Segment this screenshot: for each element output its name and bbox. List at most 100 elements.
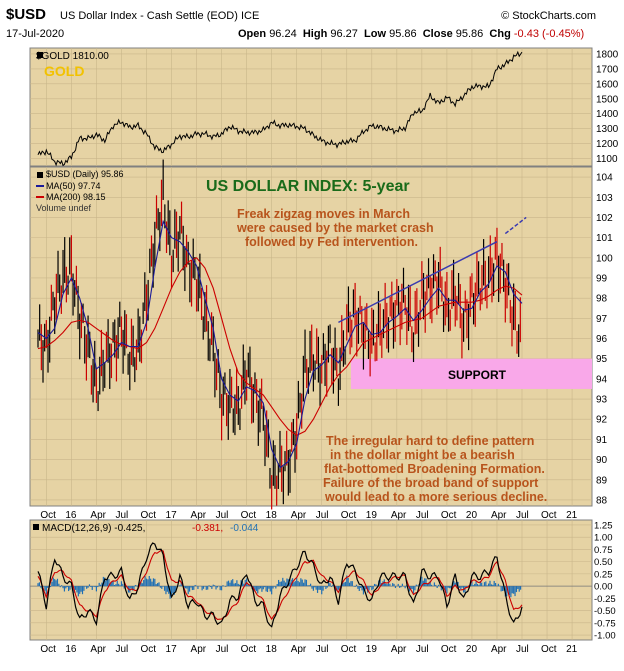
usd-x-tick: Oct: [40, 510, 56, 521]
gold-y-tick: 1400: [596, 109, 619, 120]
gold-panel-label: GOLD: [44, 63, 84, 79]
usd-y-tick: 101: [596, 233, 613, 244]
annotation-pattern: would lead to a more serious decline.: [324, 490, 547, 504]
date-label: 17-Jul-2020: [6, 28, 65, 40]
macd-x-tick: 19: [366, 644, 378, 655]
usd-y-tick: 102: [596, 213, 613, 224]
ma200-legend: MA(200) 98.15: [46, 192, 106, 202]
usd-y-tick: 99: [596, 273, 608, 284]
annotation-pattern: The irregular hard to define pattern: [326, 434, 534, 448]
macd-y-tick: 0.75: [594, 545, 613, 556]
usd-x-tick: Jul: [216, 510, 229, 521]
macd-y-tick: -0.50: [594, 606, 616, 617]
macd-legend-hist: -0.044: [230, 523, 259, 534]
macd-x-tick: Apr: [291, 644, 307, 655]
gold-legend: $GOLD 1810.00: [36, 51, 109, 62]
usd-y-tick: 93: [596, 395, 608, 406]
usd-x-tick: Jul: [516, 510, 529, 521]
macd-signal-line: [37, 549, 523, 621]
macd-x-tick: 20: [466, 644, 478, 655]
usd-y-tick: 89: [596, 475, 608, 486]
ohlc-readout: Open 96.24 High 96.27 Low 95.86 Close 95…: [238, 28, 585, 40]
usd-legend-swatch: [37, 172, 43, 178]
macd-y-tick: 0.00: [594, 582, 613, 593]
trendline-extension: [504, 216, 527, 235]
macd-x-tick: 21: [566, 644, 578, 655]
usd-x-tick: Jul: [416, 510, 429, 521]
macd-y-tick: 1.25: [594, 520, 613, 531]
gold-y-tick: 1700: [596, 64, 619, 75]
annotation-pattern: flat-bottomed Broadening Formation.: [324, 462, 545, 476]
usd-x-tick: Apr: [491, 510, 507, 521]
ma200-line: [37, 257, 523, 437]
gold-legend-swatch: [37, 52, 43, 58]
usd-x-tick: 18: [266, 510, 278, 521]
usd-x-tick: 17: [166, 510, 178, 521]
macd-y-tick: 0.25: [594, 569, 613, 580]
usd-y-tick: 88: [596, 495, 608, 506]
annotation-march: Freak zigzag moves in March: [237, 207, 410, 221]
usd-y-tick: 104: [596, 173, 613, 184]
gold-y-tick: 1100: [596, 154, 618, 165]
usd-chart-title: US DOLLAR INDEX: 5-year: [206, 178, 410, 195]
annotation-march: were caused by the market crash: [236, 221, 434, 235]
usd-y-tick: 103: [596, 193, 613, 204]
usd-x-tick: Apr: [191, 510, 207, 521]
usd-x-tick: Oct: [441, 510, 457, 521]
macd-x-tick: Apr: [391, 644, 407, 655]
macd-x-tick: Apr: [491, 644, 507, 655]
usd-x-tick: 16: [65, 510, 77, 521]
annotation-march: followed by Fed intervention.: [245, 235, 418, 249]
usd-y-tick: 98: [596, 294, 608, 305]
usd-y-tick: 91: [596, 435, 608, 446]
usd-x-tick: Oct: [341, 510, 357, 521]
usd-x-tick: Apr: [391, 510, 407, 521]
gold-panel: [29, 47, 593, 167]
usd-x-tick: 20: [466, 510, 478, 521]
macd-x-tick: Apr: [90, 644, 106, 655]
macd-y-tick: 0.50: [594, 557, 613, 568]
annotation-pattern: in the dollar might be a bearish: [330, 448, 515, 462]
macd-y-tick: 1.00: [594, 533, 613, 544]
macd-line: [37, 542, 523, 628]
macd-y-tick: -0.25: [594, 594, 616, 605]
usd-x-tick: Apr: [291, 510, 307, 521]
usd-x-tick: Oct: [140, 510, 156, 521]
support-label: SUPPORT: [448, 368, 507, 382]
chart-header: $USD US Dollar Index - Cash Settle (EOD)…: [0, 0, 624, 48]
macd-x-tick: Jul: [516, 644, 529, 655]
usd-x-tick: Oct: [541, 510, 557, 521]
usd-y-tick: 94: [596, 374, 608, 385]
usd-y-tick: 97: [596, 314, 608, 325]
usd-y-tick: 90: [596, 455, 608, 466]
usd-x-tick: 19: [366, 510, 378, 521]
usd-y-tick: 92: [596, 415, 608, 426]
gold-y-tick: 1500: [596, 94, 619, 105]
macd-x-tick: Oct: [441, 644, 457, 655]
macd-legend: MACD(12,26,9) -0.425,: [42, 523, 145, 534]
ma50-legend: MA(50) 97.74: [46, 181, 101, 191]
macd-x-tick: 18: [266, 644, 278, 655]
gold-price-line: [37, 50, 523, 167]
gold-y-tick: 1600: [596, 79, 619, 90]
symbol-description: US Dollar Index - Cash Settle (EOD) ICE: [60, 10, 260, 22]
macd-x-tick: 16: [65, 644, 77, 655]
brand-credit[interactable]: © StockCharts.com: [501, 10, 596, 22]
broadening-trendline-upper: [338, 240, 498, 324]
usd-x-tick: Apr: [90, 510, 106, 521]
usd-x-tick: Jul: [316, 510, 329, 521]
macd-x-tick: Jul: [316, 644, 329, 655]
support-band: [350, 358, 592, 389]
usd-x-tick: 21: [566, 510, 578, 521]
macd-x-tick: 17: [166, 644, 178, 655]
macd-y-tick: -1.00: [594, 631, 616, 642]
usd-legend-price: $USD (Daily) 95.86: [46, 169, 124, 179]
symbol: $USD: [6, 6, 47, 23]
usd-x-tick: Oct: [241, 510, 257, 521]
macd-x-tick: Oct: [40, 644, 56, 655]
volume-legend: Volume undef: [36, 203, 92, 213]
macd-x-tick: Apr: [191, 644, 207, 655]
gold-y-tick: 1800: [596, 49, 619, 60]
macd-x-tick: Jul: [416, 644, 429, 655]
